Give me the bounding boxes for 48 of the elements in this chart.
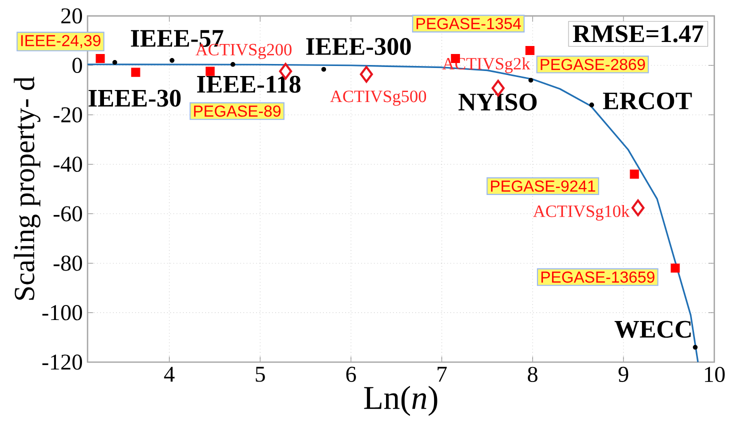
y-tick-label: 0 bbox=[72, 58, 82, 74]
point bbox=[112, 60, 118, 65]
point bbox=[670, 264, 680, 273]
annotation: ERCOT bbox=[603, 92, 692, 110]
point bbox=[206, 66, 215, 76]
annotation: NYISO bbox=[458, 94, 537, 111]
point bbox=[96, 54, 105, 64]
point bbox=[528, 78, 534, 83]
point bbox=[589, 102, 594, 108]
annotation: PEGASE-9241 bbox=[491, 180, 596, 192]
annotation: IEEE-24,39 bbox=[21, 35, 100, 48]
y-axis-title: Scaling property- d bbox=[14, 76, 40, 300]
y-tick-label: -100 bbox=[42, 305, 82, 320]
annotation: ACTIVSg500 bbox=[330, 90, 426, 106]
annotation: IEEE-30 bbox=[88, 90, 181, 107]
annotation: IEEE-118 bbox=[197, 76, 300, 93]
point bbox=[692, 344, 698, 350]
annotation: ACTIVSg2k bbox=[442, 58, 530, 74]
x-tick-label: 9 bbox=[618, 366, 628, 382]
annotation: RMSE=1.47 bbox=[572, 25, 704, 42]
point bbox=[630, 170, 639, 179]
point bbox=[525, 46, 534, 56]
point bbox=[131, 68, 140, 77]
point bbox=[360, 66, 373, 83]
annotation: PEGASE-89 bbox=[194, 106, 281, 117]
x-tick-label: 10 bbox=[705, 366, 725, 382]
x-tick-label: 6 bbox=[346, 366, 356, 382]
y-tick-label: -60 bbox=[54, 206, 82, 222]
x-tick-label: 4 bbox=[164, 366, 175, 382]
y-tick-label: -120 bbox=[42, 354, 82, 370]
annotation: PEGASE-2869 bbox=[540, 58, 645, 70]
x-tick-label: 7 bbox=[438, 366, 447, 382]
y-tick-label: 20 bbox=[61, 8, 82, 24]
y-tick-label: -80 bbox=[54, 256, 82, 271]
point bbox=[631, 200, 645, 216]
x-tick-label: 5 bbox=[256, 366, 265, 382]
point bbox=[230, 62, 236, 67]
annotation: ACTIVSg10k bbox=[533, 205, 630, 221]
annotation: PEGASE-13659 bbox=[541, 272, 654, 283]
annotation: IEEE-300 bbox=[306, 38, 411, 56]
y-tick-label: -40 bbox=[54, 156, 82, 172]
x-axis-title: Ln(n) bbox=[364, 386, 438, 416]
annotation: PEGASE-1354 bbox=[416, 18, 521, 30]
x-tick-label: 8 bbox=[528, 366, 538, 382]
point bbox=[170, 58, 174, 63]
point bbox=[321, 67, 326, 72]
y-tick-label: -20 bbox=[54, 107, 82, 123]
annotation: WECC bbox=[614, 320, 691, 338]
